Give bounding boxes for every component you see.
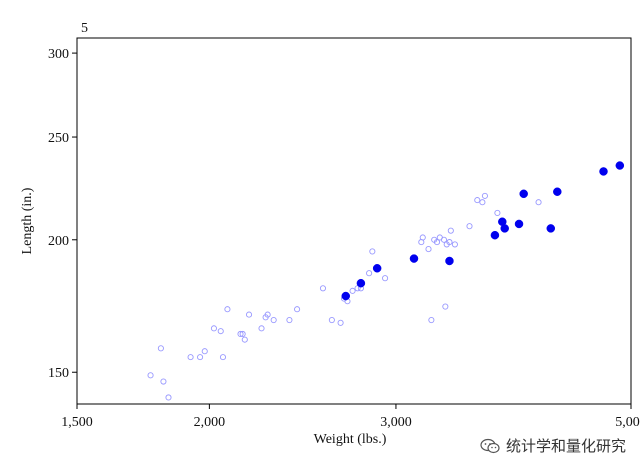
data-point: [217, 328, 224, 335]
y-tick-label: 200: [48, 234, 69, 249]
series-highlighted: [341, 161, 625, 301]
watermark-text: 统计学和量化研究: [505, 437, 626, 455]
data-point: [433, 239, 441, 246]
data-point-highlighted: [356, 278, 366, 288]
data-point-highlighted: [372, 264, 382, 273]
data-point: [451, 241, 458, 248]
data-point-highlighted: [599, 167, 608, 176]
data-point-highlighted: [490, 230, 500, 240]
data-point-highlighted: [615, 161, 625, 170]
data-point: [294, 306, 301, 313]
data-point: [419, 234, 426, 241]
chart-title: 5: [81, 21, 88, 36]
data-point: [187, 354, 194, 361]
data-point: [447, 227, 454, 234]
data-point: [270, 317, 277, 324]
data-point: [147, 372, 154, 379]
y-tick-label: 300: [48, 47, 69, 62]
plot-frame: [76, 37, 632, 405]
x-tick-label: 3,000: [380, 415, 412, 430]
data-point: [479, 199, 486, 206]
data-point: [157, 345, 164, 352]
data-point: [369, 248, 376, 255]
data-point: [535, 199, 542, 206]
x-tick-label: 2,000: [194, 415, 226, 430]
data-point: [258, 325, 265, 332]
data-point-highlighted: [553, 187, 562, 196]
watermark: 统计学和量化研究: [480, 435, 626, 456]
data-point-highlighted: [519, 189, 528, 199]
data-point: [264, 311, 271, 318]
data-point: [481, 192, 488, 199]
data-point: [494, 209, 501, 217]
data-point: [442, 303, 449, 310]
y-tick-label: 150: [48, 366, 69, 381]
y-axis: 150 200 250 300: [48, 47, 77, 381]
data-point: [425, 246, 432, 253]
data-point: [160, 378, 167, 385]
data-point: [466, 223, 473, 230]
data-point: [219, 354, 227, 361]
x-tick-label: 1,500: [61, 415, 93, 430]
data-point: [237, 330, 244, 338]
data-point: [245, 311, 253, 318]
series-background: [147, 192, 542, 401]
data-point: [446, 239, 453, 246]
data-point: [241, 336, 248, 343]
data-point: [224, 306, 231, 313]
data-point-highlighted: [445, 256, 454, 266]
data-point: [474, 197, 481, 204]
data-point: [201, 348, 208, 355]
data-point: [197, 354, 204, 361]
data-point-highlighted: [341, 291, 351, 301]
y-axis-title: Length (in.): [20, 187, 35, 254]
x-axis-title: Weight (lbs.): [314, 432, 387, 447]
data-point-highlighted: [546, 224, 556, 233]
data-point: [328, 317, 335, 324]
wechat-icon: [480, 438, 500, 453]
data-point: [210, 325, 218, 332]
data-point: [319, 285, 327, 292]
data-point: [382, 275, 389, 282]
data-point-highlighted: [514, 219, 524, 229]
data-point-highlighted: [500, 224, 509, 233]
data-point: [349, 287, 356, 294]
x-axis: 1,500 2,000 3,000 5,000: [61, 404, 640, 430]
y-tick-label: 250: [48, 131, 69, 146]
data-point: [366, 270, 373, 277]
data-point: [286, 317, 293, 324]
x-tick-label: 5,000: [615, 415, 640, 430]
data-point-highlighted: [409, 254, 419, 263]
data-point: [337, 319, 344, 326]
data-point: [428, 317, 435, 324]
data-point: [165, 394, 172, 401]
data-point: [239, 330, 246, 338]
data-point: [440, 236, 448, 243]
